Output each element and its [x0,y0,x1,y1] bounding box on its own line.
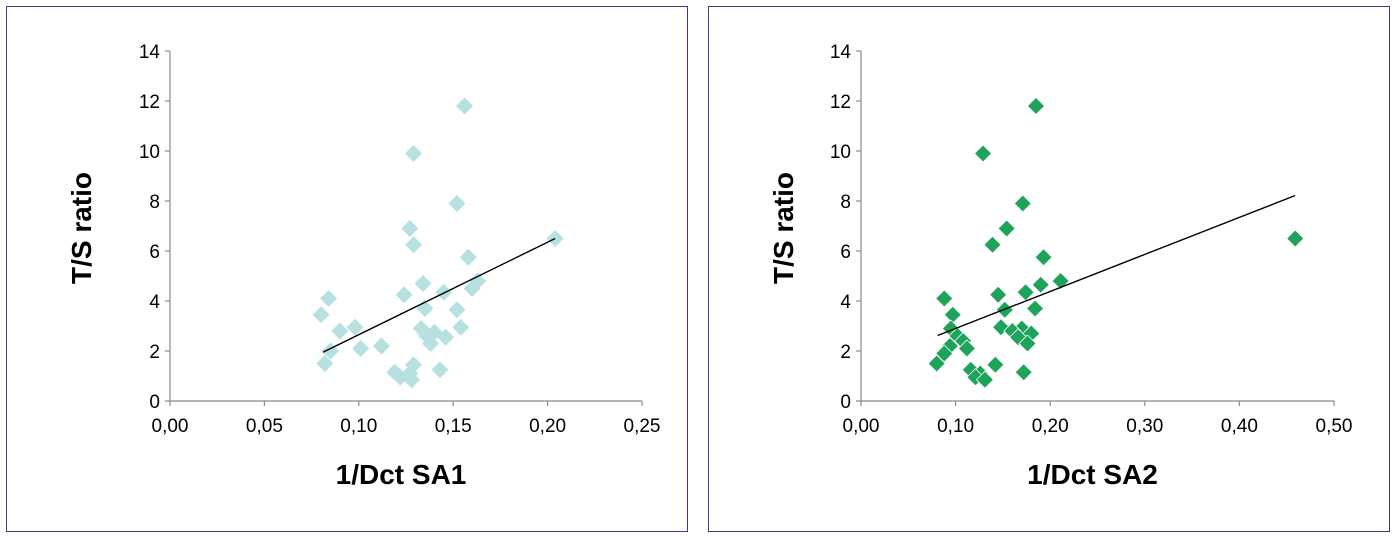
data-point [352,340,370,357]
y-tick-label: 6 [840,242,851,263]
x-tick-label: 0,40 [1221,416,1258,437]
data-point [935,289,954,308]
data-point [1013,194,1032,213]
data-point [983,235,1002,254]
y-tick-label: 4 [840,292,851,313]
data-point [448,301,466,319]
y-tick-label: 12 [830,92,851,113]
data-point [448,195,466,212]
data-point [405,236,423,254]
data-point [435,283,453,301]
y-axis-title: T/S ratio [768,172,799,284]
scatter-chart-1: 1/Dct SA1 T/S ratio 0 2 4 6 8 10 12 14 0,00 0,05 0… [66,42,661,490]
y-tick-label: 2 [840,342,851,363]
data-point [463,280,481,297]
data-point [935,344,954,363]
data-point [331,322,349,340]
x-axis-title: 1/Dct SA1 [336,459,467,490]
data-point [1014,363,1033,382]
data-point [1286,229,1305,248]
y-tick-label: 10 [139,142,160,163]
x-tick-label: 0,10 [340,416,377,437]
y-tick-label: 14 [139,42,161,63]
y-tick-label: 0 [149,392,160,413]
data-point [395,286,413,304]
x-tick-label: 0,10 [937,416,974,437]
y-tick-label: 4 [149,292,160,313]
x-tick-label: 0,05 [246,416,283,437]
scatter-chart-2: 1/Dct SA2 T/S ratio 0 2 4 6 8 10 12 14 0,00 0,10 0… [768,42,1353,490]
x-tick-label: 0,50 [1316,416,1353,437]
y-axis-title: T/S ratio [66,172,97,284]
chart-panel-1: 1/Dct SA1 T/S ratio 0 2 4 6 8 10 12 14 0,00 0,05 0… [6,6,688,532]
data-point [346,318,364,336]
data-point [422,335,440,352]
data-point [459,248,477,266]
y-tick-label: 0 [840,392,851,413]
data-point [943,305,962,324]
data-point [431,361,449,379]
x-tick-label: 0,30 [1126,416,1163,437]
y-tick-label: 12 [139,92,160,113]
data-point [320,290,338,307]
data-point [975,370,994,389]
y-tick-label: 2 [149,342,160,363]
data-point [405,145,423,162]
data-point [316,355,334,372]
data-point [1031,275,1050,294]
data-point [973,144,993,163]
x-tick-label: 0,15 [435,416,472,437]
data-point [391,368,409,386]
chart-panel-2: 1/Dct SA2 T/S ratio 0 2 4 6 8 10 12 14 0,00 0,10 0… [708,6,1390,532]
x-tick-label: 0,20 [529,416,566,437]
data-point [312,306,330,324]
data-point [1025,299,1045,318]
data-point [372,337,390,355]
x-tick-label: 0,00 [152,416,189,437]
y-tick-label: 14 [830,42,852,63]
data-point [456,97,474,115]
data-point [1026,96,1046,116]
data-point [927,354,946,373]
data-point [957,339,977,358]
y-tick-label: 8 [149,192,160,213]
x-tick-label: 0,25 [624,416,661,437]
x-tick-label: 0,20 [1032,416,1069,437]
data-point [401,220,419,237]
data-point [414,275,432,292]
y-tick-label: 10 [830,142,851,163]
data-point [986,355,1005,374]
data-point [997,219,1016,238]
data-point [1018,334,1037,353]
y-tick-label: 8 [840,192,851,213]
data-point [437,328,455,346]
x-axis-title: 1/Dct SA2 [1027,459,1158,490]
trendline [937,194,1296,337]
y-tick-label: 6 [149,242,160,263]
trendline [322,237,556,353]
data-point [989,285,1008,304]
data-point [452,318,470,336]
data-point [403,371,421,389]
data-point [1034,248,1053,267]
x-tick-label: 0,00 [843,416,880,437]
